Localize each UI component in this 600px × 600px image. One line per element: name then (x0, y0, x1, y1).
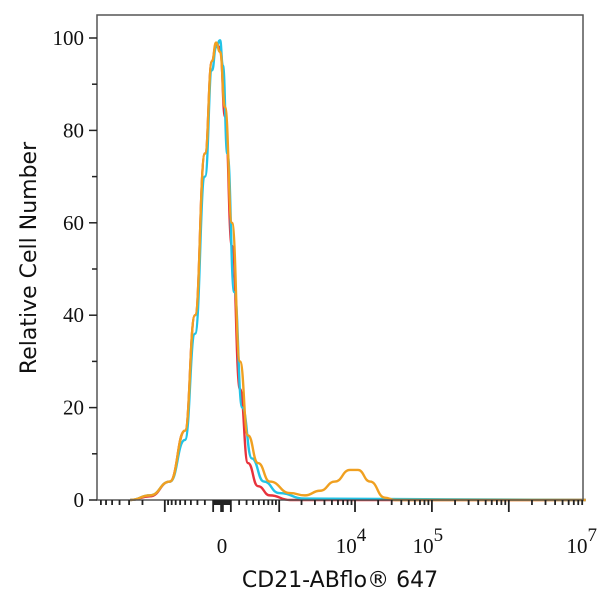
x-tick-label: 107 (566, 525, 597, 558)
x-tick-base: 10 (566, 534, 587, 558)
x-tick-exponent: 5 (434, 525, 444, 546)
y-tick-label: 80 (63, 118, 84, 142)
x-tick-base: 10 (336, 534, 357, 558)
x-tick-label: 104 (336, 525, 367, 558)
y-tick-label: 40 (63, 303, 84, 327)
x-axis-title: CD21-ABflo® 647 (242, 568, 438, 593)
y-tick-label: 0 (74, 488, 85, 512)
x-tick-exponent: 4 (357, 525, 367, 546)
series-group (130, 39, 586, 502)
x-tick-label: 105 (413, 525, 444, 558)
y-axis-title: Relative Cell Number (17, 141, 42, 374)
x-tick-exponent: 7 (587, 525, 597, 546)
x-axis: 0 104 105 107 (99, 500, 597, 558)
x-tick-label: 0 (217, 534, 228, 558)
x-tick-base: 10 (413, 534, 434, 558)
x-tick-base: 0 (217, 534, 228, 558)
y-tick-label: 100 (53, 26, 85, 50)
y-tick-label: 20 (63, 396, 84, 420)
y-tick-label: 60 (63, 211, 84, 235)
y-axis: 0 20 40 60 80 100 (53, 26, 97, 512)
plot-frame (96, 14, 584, 501)
series-line-2 (130, 41, 586, 502)
